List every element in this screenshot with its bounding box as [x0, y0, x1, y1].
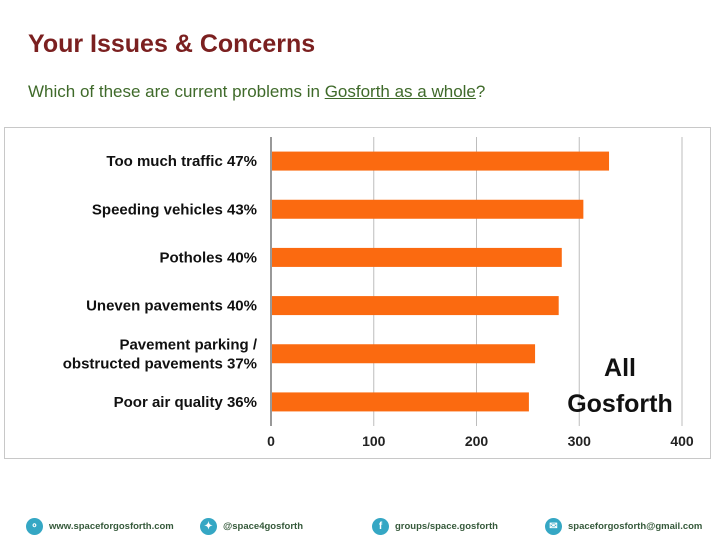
bar [272, 247, 562, 267]
x-tick-label: 0 [267, 433, 275, 449]
x-tick-label: 200 [465, 433, 489, 449]
x-tick-label: 300 [568, 433, 592, 449]
bar-chart: 0 100 200 300 400 Too much traffic 47% Speedin… [63, 137, 694, 449]
mail-icon: ✉ [545, 517, 562, 535]
twitter-text: @space4gosforth [223, 520, 304, 532]
footer-website[interactable]: ⚬ www.spaceforgosforth.com [26, 514, 174, 538]
bar [272, 392, 529, 412]
twitter-icon: ✦ [200, 517, 217, 535]
facebook-icon: f [372, 517, 389, 535]
category-label: Potholes 40% [159, 249, 257, 266]
category-label: Pavement parking / [119, 336, 257, 353]
slide-subtitle: Which of these are current problems in G… [28, 82, 485, 102]
subtitle-link[interactable]: Gosforth as a whole [324, 82, 476, 101]
globe-icon: ⚬ [26, 517, 43, 535]
x-tick-label: 400 [670, 433, 694, 449]
category-label: Uneven pavements 40% [86, 298, 257, 315]
website-text: www.spaceforgosforth.com [49, 520, 174, 532]
bar [272, 344, 536, 364]
category-label: Too much traffic 47% [106, 153, 257, 170]
x-tick-label: 100 [362, 433, 386, 449]
email-text: spaceforgosforth@gmail.com [568, 520, 703, 532]
footer-email[interactable]: ✉ spaceforgosforth@gmail.com [545, 514, 702, 538]
slide-title: Your Issues & Concerns [28, 30, 316, 58]
subtitle-end: ? [475, 82, 486, 101]
footer-twitter[interactable]: ✦ @space4gosforth [200, 514, 303, 538]
bar [272, 151, 610, 171]
category-label: obstructed pavements 37% [63, 355, 257, 372]
category-label: Speeding vehicles 43% [92, 201, 257, 218]
bar [272, 296, 559, 316]
subtitle-text: Which of these are current problems in [28, 82, 325, 101]
bar [272, 199, 584, 219]
category-label: Poor air quality 36% [114, 394, 257, 411]
chart-annotation: All [604, 354, 636, 382]
chart-annotation: Gosforth [567, 390, 673, 418]
chart-frame: 0 100 200 300 400 Too much traffic 47% Speedin… [4, 127, 711, 459]
footer-facebook[interactable]: f groups/space.gosforth [372, 514, 498, 538]
footer: ⚬ www.spaceforgosforth.com ✦ @space4gosf… [0, 514, 720, 540]
facebook-text: groups/space.gosforth [395, 520, 498, 532]
